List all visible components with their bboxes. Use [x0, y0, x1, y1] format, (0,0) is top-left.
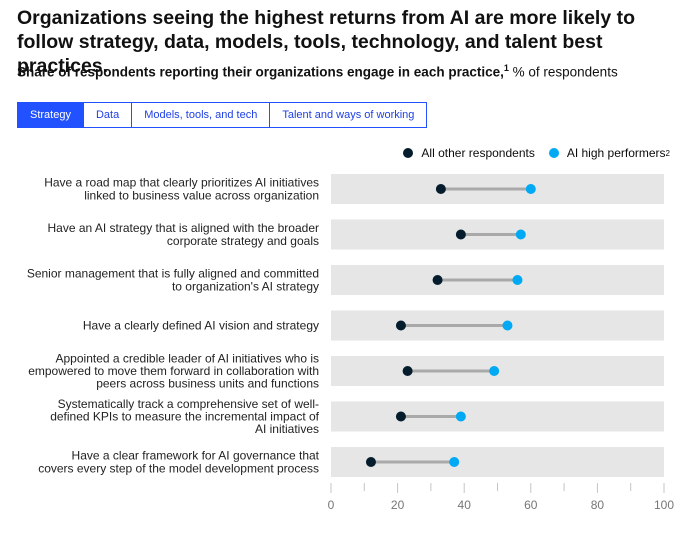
x-tick-label: 20 — [391, 498, 405, 512]
point-all-other — [435, 184, 446, 194]
practice-tabs: Strategy Data Models, tools, and tech Ta… — [17, 102, 428, 128]
chart-title: Organizations seeing the highest returns… — [17, 7, 636, 77]
point-high-performer — [512, 275, 523, 285]
point-all-other — [402, 366, 413, 376]
row-label: defined KPIs to measure the incremental … — [50, 410, 319, 424]
tab-data[interactable]: Data — [84, 103, 133, 127]
chart-subtitle: Share of respondents reporting their org… — [17, 63, 618, 80]
tab-strategy[interactable]: Strategy — [18, 103, 84, 127]
row-label: Appointed a credible leader of AI initia… — [56, 351, 320, 365]
row-label: peers across business units and function… — [96, 377, 319, 391]
row-label: covers every step of the model developme… — [38, 461, 319, 475]
point-all-other — [455, 229, 466, 240]
chart-legend: All other respondents AI high performers… — [389, 146, 670, 160]
x-tick-label: 100 — [654, 498, 674, 512]
point-high-performer — [502, 320, 513, 331]
point-high-performer — [515, 229, 526, 240]
tab-models-tools-tech[interactable]: Models, tools, and tech — [132, 103, 271, 127]
tab-talent[interactable]: Talent and ways of working — [282, 109, 415, 121]
point-all-other — [395, 320, 406, 331]
point-high-performer — [489, 366, 500, 376]
row-label: linked to business value across organiza… — [84, 188, 319, 202]
row-label: empowered to move them forward in collab… — [28, 364, 319, 378]
row-label: AI initiatives — [255, 422, 319, 436]
row-label: Senior management that is fully aligned … — [27, 267, 319, 281]
row-label: to organization's AI strategy — [172, 279, 319, 293]
legend-label-other: All other respondents — [421, 146, 535, 160]
row-label: Systematically track a comprehensive set… — [58, 397, 319, 411]
subtitle-unit: % of respondents — [508, 64, 618, 80]
x-tick-label: 80 — [591, 498, 605, 512]
legend-dot-high — [548, 148, 559, 158]
legend-footnote: 2 — [665, 148, 670, 158]
legend-dot-other — [403, 148, 414, 158]
x-tick-label: 40 — [458, 498, 472, 512]
row-band — [331, 401, 664, 432]
legend-item-high: AI high performers 2 — [548, 146, 670, 160]
subtitle-footnote: 1 — [503, 63, 509, 73]
row-label: Have a clear framework for AI governance… — [72, 449, 320, 463]
point-all-other — [365, 457, 376, 467]
point-high-performer — [455, 411, 466, 422]
x-tick-label: 60 — [524, 498, 538, 512]
point-high-performer — [449, 457, 460, 467]
x-tick-label: 0 — [328, 498, 335, 512]
legend-item-other: All other respondents — [403, 146, 535, 160]
row-label: Have a road map that clearly prioritizes… — [44, 176, 319, 190]
legend-label-high: AI high performers — [566, 146, 666, 160]
point-high-performer — [525, 184, 536, 194]
point-all-other — [395, 411, 406, 422]
row-label: Have a clearly defined AI vision and str… — [83, 319, 319, 333]
point-all-other — [432, 275, 443, 285]
row-label: corporate strategy and goals — [167, 234, 319, 248]
row-label: Have an AI strategy that is aligned with… — [48, 221, 320, 235]
subtitle-bold: Share of respondents reporting their org… — [17, 64, 504, 80]
